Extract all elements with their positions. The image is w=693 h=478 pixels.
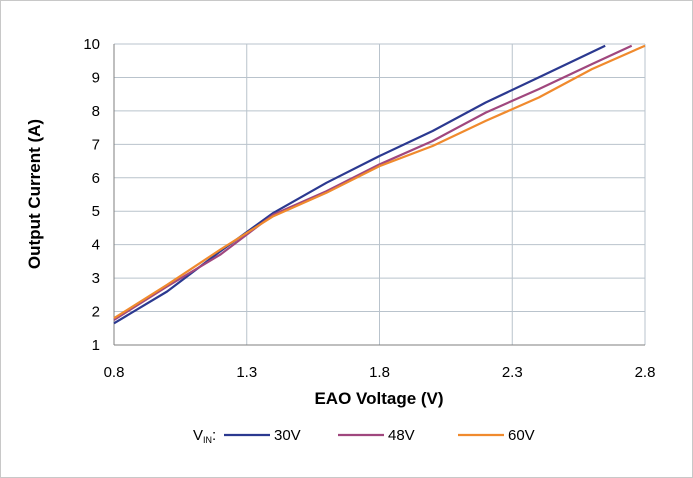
legend-prefix-symbol: V: [193, 427, 203, 444]
y-tick-label: 10: [83, 36, 100, 53]
y-tick-label: 3: [92, 270, 100, 287]
y-tick-label: 7: [92, 136, 100, 153]
x-tick-label: 2.3: [502, 364, 523, 381]
legend: VIN: 30V 48V 60V: [193, 427, 535, 445]
y-axis-title: Output Current (A): [25, 119, 44, 269]
legend-items: 30V 48V 60V: [224, 427, 535, 444]
x-tick-label: 1.3: [236, 364, 257, 381]
x-tick-label: 0.8: [104, 364, 125, 381]
y-tick-label: 8: [92, 103, 100, 120]
legend-prefix-subscript: IN: [203, 435, 212, 445]
series-line-48v: [113, 44, 633, 321]
legend-label-30v: 30V: [274, 427, 301, 444]
y-tick-label: 9: [92, 69, 100, 86]
series-line-60v: [113, 44, 646, 320]
legend-label-48v: 48V: [388, 427, 415, 444]
legend-prefix: VIN:: [193, 427, 216, 445]
y-tick-label: 1: [92, 337, 100, 354]
y-tick-label: 5: [92, 203, 100, 220]
legend-prefix-colon: :: [212, 427, 216, 444]
y-tick-label: 6: [92, 170, 100, 187]
tick-labels: 1 2 3 4 5 6 7 8 9 10 0.8 1.3 1.8 2.3 2.8: [83, 36, 655, 381]
series-lines: [113, 44, 646, 325]
grid: [114, 43, 646, 345]
legend-label-60v: 60V: [508, 427, 535, 444]
series-line-30v: [113, 44, 606, 325]
y-tick-label: 4: [92, 237, 100, 254]
x-tick-label: 1.8: [369, 364, 390, 381]
x-axis-title: EAO Voltage (V): [314, 389, 443, 408]
y-tick-label: 2: [92, 304, 100, 321]
x-tick-label: 2.8: [635, 364, 656, 381]
axes: [113, 44, 645, 346]
